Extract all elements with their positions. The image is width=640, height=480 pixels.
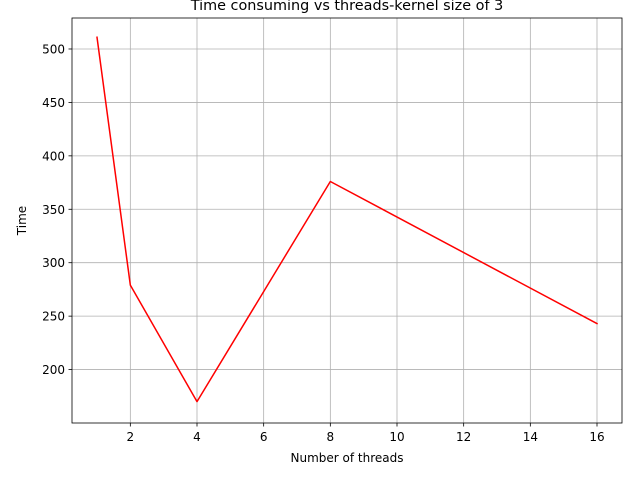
x-tick-label: 10 (389, 430, 404, 444)
series-line-0 (96, 36, 599, 403)
y-axis-label: Time (15, 206, 29, 236)
x-tick-label: 6 (260, 430, 268, 444)
x-tick-label: 4 (193, 430, 201, 444)
x-axis: 2 4 6 8 10 12 14 16 (127, 423, 605, 444)
x-axis-label: Number of threads (291, 451, 404, 465)
y-tick-label: 400 (42, 149, 65, 163)
y-tick-label: 200 (42, 363, 65, 377)
x-tick-label: 12 (456, 430, 471, 444)
y-tick-label: 250 (42, 310, 65, 324)
x-tick-label: 2 (127, 430, 135, 444)
grid-lines (72, 18, 622, 423)
plot-frame (71, 17, 623, 424)
y-tick-label: 300 (42, 256, 65, 270)
y-tick-label: 500 (42, 42, 65, 56)
y-axis: 200 250 300 350 400 450 500 (42, 42, 72, 377)
y-tick-label: 450 (42, 96, 65, 110)
x-tick-label: 16 (589, 430, 604, 444)
x-tick-label: 8 (327, 430, 335, 444)
chart-title: Time consuming vs threads-kernel size of… (190, 0, 504, 14)
series-layer (96, 36, 599, 403)
y-tick-label: 350 (42, 203, 65, 217)
x-tick-label: 14 (523, 430, 538, 444)
